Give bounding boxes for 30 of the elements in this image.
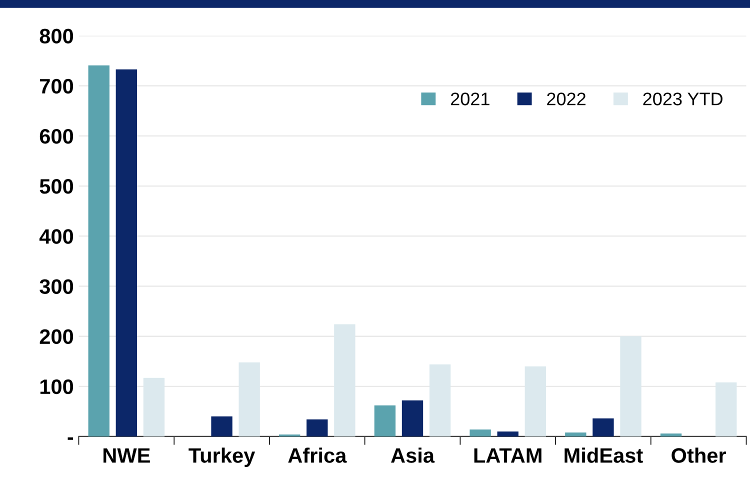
x-tick-label: MidEast: [564, 448, 643, 463]
x-tick-label: Asia: [391, 448, 435, 463]
y-tick-label: 700: [40, 78, 74, 94]
x-tick-label: Turkey: [188, 448, 256, 467]
bar: [402, 400, 424, 436]
bar: [592, 418, 614, 436]
bar: [497, 431, 518, 436]
y-tick-label: -: [68, 437, 74, 440]
y-tick-label: 800: [40, 28, 74, 44]
bar: [88, 65, 110, 436]
bar: [116, 69, 138, 436]
y-tick-label: 400: [39, 229, 74, 244]
legend-label: 2023 YTD: [643, 92, 722, 106]
y-tick-label: 200: [40, 329, 74, 344]
x-tick-label: Africa: [288, 448, 347, 463]
bar: [660, 433, 682, 436]
y-tick-label: 500: [40, 179, 74, 194]
x-tick-label: LATAM: [474, 448, 542, 463]
legend-label: 2021: [450, 92, 490, 106]
y-tick-label: 100: [40, 379, 74, 394]
legend-label: 2022: [547, 92, 586, 106]
x-tick-label: NWE: [104, 448, 150, 463]
y-tick-label: 600: [40, 128, 74, 144]
y-tick-label: 300: [40, 279, 74, 294]
x-tick-label: Other: [672, 448, 726, 463]
bar: [374, 405, 396, 436]
bar: [565, 432, 586, 436]
bar: [211, 416, 232, 436]
bar: [470, 429, 491, 436]
bar: [306, 419, 328, 436]
